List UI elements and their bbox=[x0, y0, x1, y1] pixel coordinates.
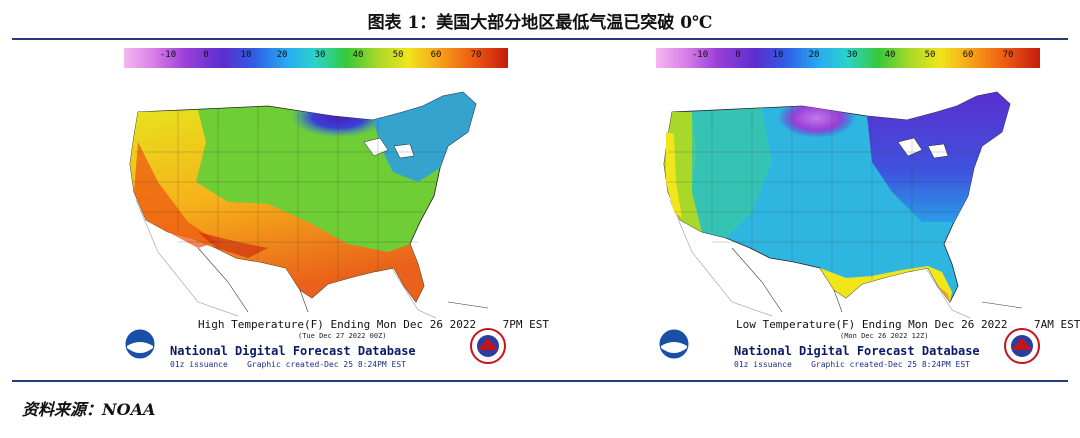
colorbar: -10 0 10 20 30 40 50 60 70 bbox=[656, 48, 1040, 68]
top-rule bbox=[12, 38, 1068, 40]
source-note: 资料来源：NOAA bbox=[22, 400, 156, 419]
colorbar-gradient bbox=[124, 48, 508, 68]
colorbar-tick: 60 bbox=[430, 50, 442, 60]
nws-logo-icon bbox=[470, 328, 506, 364]
map-header-text: Low Temperature(F) Ending Mon Dec 26 202… bbox=[736, 318, 1008, 331]
colorbar-tick: 70 bbox=[470, 50, 482, 60]
high-temp-map-panel: -10 0 10 20 30 40 50 60 70 bbox=[118, 48, 549, 374]
low-temp-map bbox=[663, 91, 1023, 319]
map-header: Low Temperature(F) Ending Mon Dec 26 202… bbox=[736, 318, 1080, 331]
database-subtitle: 01z issuance Graphic created-Dec 25 8:24… bbox=[170, 360, 406, 369]
noaa-logo-icon bbox=[658, 328, 690, 360]
colorbar-tick: 10 bbox=[772, 50, 784, 60]
low-temp-map-panel: -10 0 10 20 30 40 50 60 70 bbox=[652, 48, 1080, 374]
bottom-rule bbox=[12, 380, 1068, 382]
colorbar-tick: -10 bbox=[159, 50, 177, 60]
issuance: 01z issuance bbox=[734, 360, 792, 369]
map-header: High Temperature(F) Ending Mon Dec 26 20… bbox=[198, 318, 549, 331]
map-valid-time: (Tue Dec 27 2022 00Z) bbox=[298, 332, 387, 340]
high-temp-map bbox=[129, 91, 489, 319]
colorbar-tick: 30 bbox=[314, 50, 326, 60]
colorbar-tick: 10 bbox=[240, 50, 252, 60]
colorbar: -10 0 10 20 30 40 50 60 70 bbox=[124, 48, 508, 68]
colorbar-tick: 50 bbox=[392, 50, 404, 60]
map-time: 7AM EST bbox=[1034, 318, 1080, 331]
colorbar-tick: 20 bbox=[808, 50, 820, 60]
created-time: Graphic created-Dec 25 8:24PM EST bbox=[247, 360, 407, 369]
database-title: National Digital Forecast Database bbox=[170, 344, 416, 358]
colorbar-tick: 0 bbox=[203, 50, 209, 60]
database-subtitle: 01z issuance Graphic created-Dec 25 8:24… bbox=[734, 360, 970, 369]
created-time: Graphic created-Dec 25 8:24PM EST bbox=[811, 360, 971, 369]
figure-title: 图表 1：美国大部分地区最低气温已突破 0℃ bbox=[367, 13, 713, 33]
database-title: National Digital Forecast Database bbox=[734, 344, 980, 358]
colorbar-tick: 30 bbox=[846, 50, 858, 60]
colorbar-gradient bbox=[656, 48, 1040, 68]
map-time: 7PM EST bbox=[502, 318, 550, 331]
nws-logo-icon bbox=[1004, 328, 1040, 364]
colorbar-tick: 50 bbox=[924, 50, 936, 60]
colorbar-tick: 60 bbox=[962, 50, 974, 60]
colorbar-tick: -10 bbox=[691, 50, 709, 60]
colorbar-tick: 40 bbox=[352, 50, 364, 60]
colorbar-tick: 0 bbox=[735, 50, 741, 60]
colorbar-tick: 40 bbox=[884, 50, 896, 60]
noaa-logo-icon bbox=[124, 328, 156, 360]
map-header-text: High Temperature(F) Ending Mon Dec 26 20… bbox=[198, 318, 477, 331]
map-valid-time: (Mon Dec 26 2022 12Z) bbox=[840, 332, 929, 340]
colorbar-tick: 20 bbox=[276, 50, 288, 60]
issuance: 01z issuance bbox=[170, 360, 228, 369]
colorbar-tick: 70 bbox=[1002, 50, 1014, 60]
